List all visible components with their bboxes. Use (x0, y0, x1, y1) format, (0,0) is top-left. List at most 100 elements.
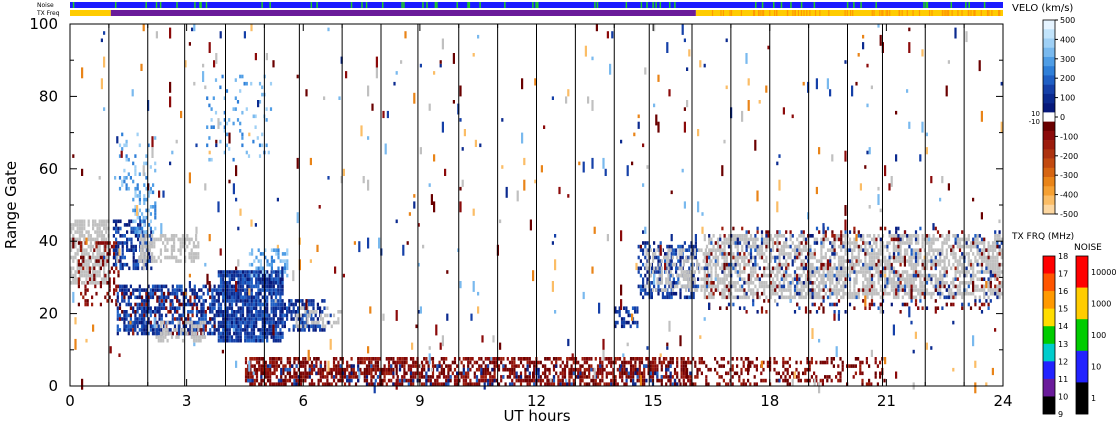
echo-cell (692, 248, 695, 252)
echo-cell (321, 371, 325, 376)
echo-cell (601, 371, 604, 376)
echo-cell (669, 284, 672, 289)
echo-cell (403, 367, 406, 372)
echo-cell (115, 252, 118, 256)
echo-cell (190, 324, 193, 329)
echo-cell (912, 284, 915, 289)
echo-cell (241, 110, 244, 115)
echo-cell (96, 230, 99, 234)
echo-cell (346, 364, 349, 368)
echo-cell (117, 284, 120, 289)
echo-cell (835, 234, 838, 238)
echo-cell (255, 317, 258, 321)
echo-cell (136, 132, 139, 137)
echo-cell (767, 273, 770, 278)
echo-cell (250, 310, 253, 314)
echo-cell (467, 375, 470, 379)
echo-cell (736, 262, 739, 267)
echo-cell (899, 241, 902, 245)
echo-cell (412, 360, 415, 365)
echo-cell (319, 364, 322, 368)
echo-cell (853, 284, 856, 289)
echo-cell (643, 378, 646, 383)
echo-cell (346, 367, 349, 372)
echo-cell (636, 310, 639, 314)
echo-cell (125, 143, 128, 148)
echo-cell (234, 107, 237, 111)
echo-cell (876, 382, 879, 386)
echo-cell (326, 375, 329, 379)
echo-cell (279, 335, 282, 339)
echo-cell (288, 302, 291, 307)
echo-cell (703, 270, 706, 274)
echo-cell (246, 317, 249, 321)
echo-cell (166, 328, 169, 332)
echo-cell (102, 259, 105, 263)
echo-cell (789, 252, 792, 256)
echo-cell (202, 284, 205, 289)
echo-cell (132, 230, 135, 234)
echo-cell (660, 375, 663, 379)
echo-cell (83, 223, 86, 227)
echo-cell (714, 266, 717, 271)
echo-cell (225, 132, 229, 137)
echo-cell (657, 244, 660, 249)
echo-cell (82, 255, 85, 260)
echo-cell (552, 367, 556, 372)
echo-cell (153, 241, 156, 245)
echo-cell (365, 378, 369, 383)
echo-cell (646, 281, 649, 285)
echo-cell (458, 357, 461, 361)
echo-cell (682, 382, 685, 386)
echo-cell (310, 310, 314, 314)
txfreq-strip-tick (951, 10, 953, 16)
echo-cell (279, 302, 282, 307)
echo-cell (734, 244, 737, 249)
echo-cell (189, 328, 192, 332)
echo-cell (76, 219, 79, 224)
echo-cell (420, 382, 424, 386)
echo-cell (698, 360, 701, 365)
echo-cell (727, 237, 731, 242)
echo-cell (319, 375, 322, 379)
echo-cell (151, 324, 155, 329)
echo-cell (689, 288, 692, 292)
echo-cell (372, 367, 375, 372)
echo-cell (804, 273, 808, 278)
echo-cell (149, 291, 152, 296)
echo-cell (263, 277, 267, 281)
echo-cell (297, 382, 300, 386)
echo-cell (899, 255, 902, 260)
echo-cell (879, 277, 882, 281)
echo-cell (165, 313, 168, 318)
echo-cell (782, 241, 786, 245)
echo-cell (264, 375, 267, 379)
echo-cell (244, 302, 247, 307)
echo-cell (274, 277, 278, 281)
echo-cell (271, 371, 274, 376)
echo-cell (723, 277, 726, 281)
echo-cell (912, 252, 915, 256)
echo-cell (637, 244, 640, 249)
echo-cell (158, 299, 161, 303)
echo-cell (87, 270, 90, 274)
echo-cell (145, 208, 148, 213)
echo-cell (830, 357, 833, 361)
echo-cell (820, 252, 823, 256)
echo-cell (277, 270, 280, 274)
echo-cell (142, 237, 145, 242)
echo-cell (908, 291, 911, 296)
echo-cell (94, 255, 97, 260)
echo-cell (462, 371, 465, 376)
echo-cell (140, 328, 144, 332)
echo-cell (808, 367, 811, 372)
echo-cell (312, 299, 315, 303)
echo-cell (632, 367, 635, 372)
echo-cell (213, 306, 216, 310)
echo-cell (103, 226, 106, 231)
echo-cell (857, 357, 860, 361)
echo-cell (756, 277, 759, 281)
echo-cell (223, 150, 226, 155)
echo-cell (117, 259, 120, 263)
echo-cell (405, 371, 408, 376)
